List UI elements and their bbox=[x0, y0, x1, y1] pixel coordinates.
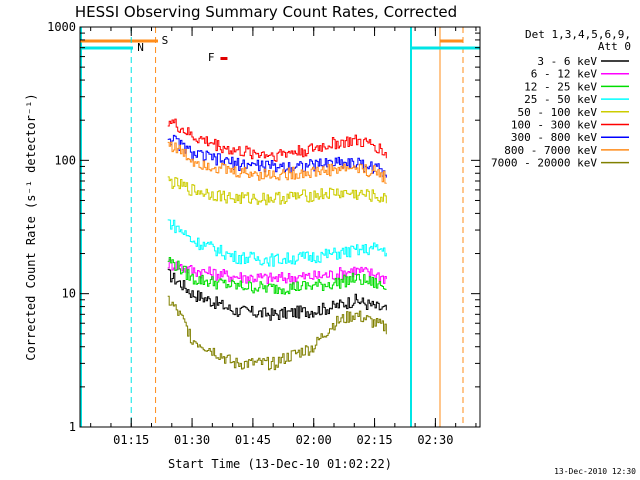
legend-label: 50 - 100 keV bbox=[518, 106, 598, 119]
x-tick-label: 02:00 bbox=[296, 433, 332, 447]
series-line-9 bbox=[167, 295, 387, 371]
x-axis-label: Start Time (13-Dec-10 01:02:22) bbox=[168, 457, 392, 471]
plot-frame bbox=[79, 26, 481, 428]
x-tick-label: 01:30 bbox=[174, 433, 210, 447]
x-tick-label: 01:45 bbox=[235, 433, 271, 447]
marker-label-flare: F bbox=[208, 51, 215, 64]
legend-label: 7000 - 20000 keV bbox=[491, 157, 597, 170]
marker-label-saa: S bbox=[162, 34, 169, 47]
plot-area: N S F bbox=[80, 27, 480, 427]
series-line-7 bbox=[167, 134, 387, 178]
flare-marker bbox=[220, 57, 228, 60]
legend-label: 25 - 50 keV bbox=[524, 93, 597, 106]
series-line-5 bbox=[167, 176, 387, 206]
legend-label: 800 - 7000 keV bbox=[504, 144, 597, 157]
legend-label: 6 - 12 keV bbox=[531, 68, 598, 81]
series-line-8 bbox=[167, 141, 387, 184]
series-line-6 bbox=[167, 118, 387, 162]
x-tick-label: 01:15 bbox=[113, 433, 149, 447]
y-tick-label: 100 bbox=[54, 153, 76, 167]
y-tick-label: 1 bbox=[69, 420, 76, 434]
y-axis-label: Corrected Count Rate (s⁻¹ detector⁻¹) bbox=[24, 93, 38, 360]
legend-label: 12 - 25 keV bbox=[524, 80, 597, 93]
legend-header-line-2: Att 0 bbox=[598, 40, 631, 53]
series-line-2 bbox=[167, 258, 387, 285]
chart-title: HESSI Observing Summary Count Rates, Cor… bbox=[75, 3, 457, 21]
x-tick-label: 02:15 bbox=[356, 433, 392, 447]
x-tick-label: 02:30 bbox=[417, 433, 453, 447]
series-line-4 bbox=[167, 219, 387, 267]
y-tick-label: 1000 bbox=[47, 20, 76, 34]
marker-label-night: N bbox=[137, 41, 144, 54]
legend-header-line-1: Det 1,3,4,5,6,9, bbox=[525, 28, 631, 41]
series-line-3 bbox=[167, 257, 387, 295]
legend-label: 300 - 800 keV bbox=[511, 131, 597, 144]
series-line-1 bbox=[167, 268, 387, 321]
y-tick-label: 10 bbox=[62, 287, 76, 301]
axes: 1 10 100 1000 01:15 01:30 01:45 02:00 02:15 02:30 bbox=[47, 20, 480, 447]
footer-timestamp: 13-Dec-2010 12:30 bbox=[554, 467, 636, 476]
legend-label: 100 - 300 keV bbox=[511, 119, 597, 132]
legend-label: 3 - 6 keV bbox=[537, 55, 597, 68]
